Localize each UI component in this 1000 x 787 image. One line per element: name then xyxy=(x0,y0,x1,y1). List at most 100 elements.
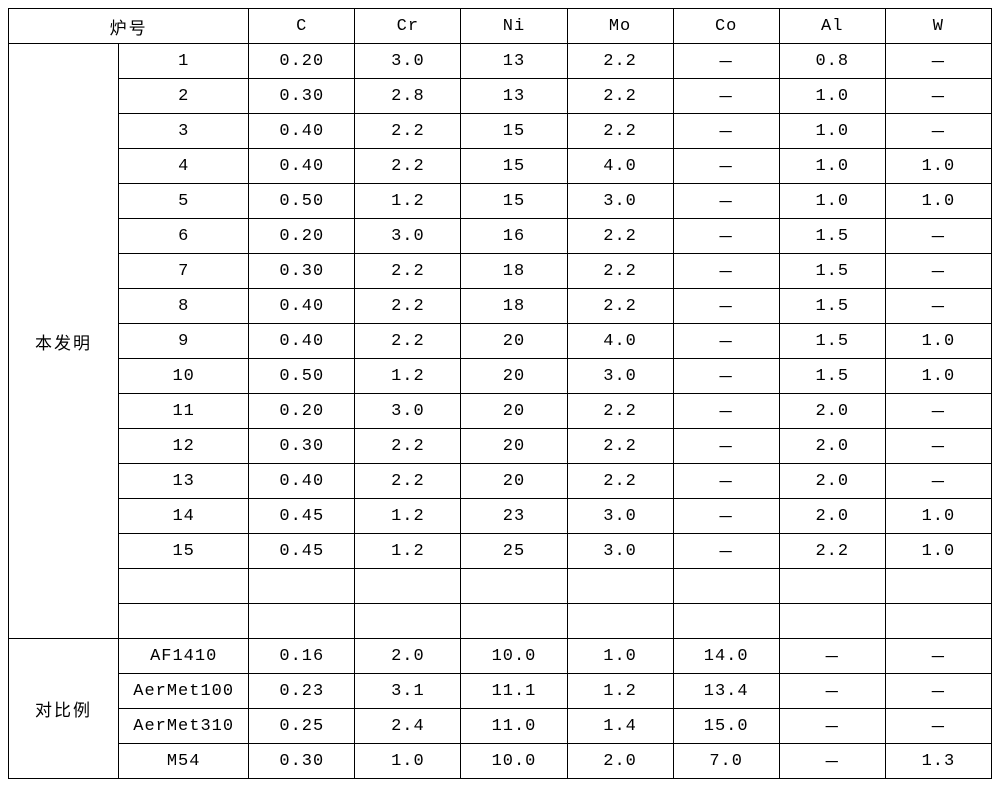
cell-Ni: 15 xyxy=(461,184,567,219)
cell-W: 1.0 xyxy=(885,499,991,534)
row-id xyxy=(119,569,249,604)
cell-Co xyxy=(673,604,779,639)
cell-Ni: 15 xyxy=(461,149,567,184)
cell-Co xyxy=(673,569,779,604)
row-id: 2 xyxy=(119,79,249,114)
cell-W: － xyxy=(885,44,991,79)
table-row: AerMet1000.233.111.11.213.4－－ xyxy=(9,674,992,709)
cell-Al: 1.5 xyxy=(779,324,885,359)
table-row: 40.402.2154.0－1.01.0 xyxy=(9,149,992,184)
cell-Co: 7.0 xyxy=(673,744,779,779)
cell-W: － xyxy=(885,254,991,289)
cell-C: 0.16 xyxy=(249,639,355,674)
row-id: 13 xyxy=(119,464,249,499)
cell-Co: － xyxy=(673,149,779,184)
cell-Al xyxy=(779,569,885,604)
cell-Mo: 2.2 xyxy=(567,114,673,149)
cell-Co: － xyxy=(673,79,779,114)
header-row: 炉号 C Cr Ni Mo Co Al W xyxy=(9,9,992,44)
table-row xyxy=(9,569,992,604)
row-id: 9 xyxy=(119,324,249,359)
cell-Al xyxy=(779,604,885,639)
cell-Al: 2.0 xyxy=(779,394,885,429)
cell-Co: － xyxy=(673,499,779,534)
cell-Cr: 2.2 xyxy=(355,289,461,324)
cell-Ni: 18 xyxy=(461,289,567,324)
cell-Cr: 3.0 xyxy=(355,44,461,79)
cell-W: － xyxy=(885,219,991,254)
cell-Mo: 4.0 xyxy=(567,324,673,359)
cell-Ni: 11.1 xyxy=(461,674,567,709)
table-row xyxy=(9,604,992,639)
table-row: 30.402.2152.2－1.0－ xyxy=(9,114,992,149)
cell-Mo: 2.2 xyxy=(567,254,673,289)
cell-C xyxy=(249,569,355,604)
cell-Al: 2.2 xyxy=(779,534,885,569)
table-row: 70.302.2182.2－1.5－ xyxy=(9,254,992,289)
header-W: W xyxy=(885,9,991,44)
cell-Al: 1.5 xyxy=(779,219,885,254)
cell-Mo xyxy=(567,604,673,639)
table-row: 110.203.0202.2－2.0－ xyxy=(9,394,992,429)
cell-Mo: 1.4 xyxy=(567,709,673,744)
cell-Al: 1.0 xyxy=(779,149,885,184)
cell-W: － xyxy=(885,639,991,674)
cell-Al: 1.0 xyxy=(779,79,885,114)
cell-C: 0.50 xyxy=(249,359,355,394)
cell-Mo: 3.0 xyxy=(567,534,673,569)
table-row: 对比例AF14100.162.010.01.014.0－－ xyxy=(9,639,992,674)
row-id: AF1410 xyxy=(119,639,249,674)
cell-Mo xyxy=(567,569,673,604)
cell-Al: － xyxy=(779,709,885,744)
cell-Al: 2.0 xyxy=(779,499,885,534)
table-row: AerMet3100.252.411.01.415.0－－ xyxy=(9,709,992,744)
cell-Co: － xyxy=(673,429,779,464)
cell-Al: 1.0 xyxy=(779,184,885,219)
cell-W: 1.3 xyxy=(885,744,991,779)
cell-Co: 13.4 xyxy=(673,674,779,709)
cell-Ni: 10.0 xyxy=(461,744,567,779)
cell-Cr: 2.2 xyxy=(355,254,461,289)
cell-Cr: 3.0 xyxy=(355,219,461,254)
header-C: C xyxy=(249,9,355,44)
cell-W: 1.0 xyxy=(885,324,991,359)
row-id: 6 xyxy=(119,219,249,254)
cell-Co: － xyxy=(673,254,779,289)
header-furnace-no: 炉号 xyxy=(9,9,249,44)
cell-Co: － xyxy=(673,44,779,79)
cell-Mo: 2.2 xyxy=(567,44,673,79)
table-row: 140.451.2233.0－2.01.0 xyxy=(9,499,992,534)
cell-Mo: 4.0 xyxy=(567,149,673,184)
cell-Cr: 1.2 xyxy=(355,534,461,569)
cell-Cr: 2.2 xyxy=(355,464,461,499)
cell-W: － xyxy=(885,289,991,324)
cell-Ni: 13 xyxy=(461,79,567,114)
group-label: 对比例 xyxy=(9,639,119,779)
cell-Cr xyxy=(355,569,461,604)
cell-Ni: 20 xyxy=(461,429,567,464)
cell-C: 0.40 xyxy=(249,114,355,149)
row-id: 15 xyxy=(119,534,249,569)
cell-Mo: 1.2 xyxy=(567,674,673,709)
cell-Ni xyxy=(461,569,567,604)
cell-Ni: 20 xyxy=(461,324,567,359)
cell-Cr: 2.2 xyxy=(355,429,461,464)
cell-C xyxy=(249,604,355,639)
cell-W: － xyxy=(885,79,991,114)
cell-C: 0.20 xyxy=(249,44,355,79)
row-id: M54 xyxy=(119,744,249,779)
table-row: 60.203.0162.2－1.5－ xyxy=(9,219,992,254)
header-Cr: Cr xyxy=(355,9,461,44)
cell-Al: 1.5 xyxy=(779,359,885,394)
cell-C: 0.30 xyxy=(249,79,355,114)
cell-Cr: 2.0 xyxy=(355,639,461,674)
cell-Co: － xyxy=(673,184,779,219)
group-label: 本发明 xyxy=(9,44,119,639)
cell-Ni: 20 xyxy=(461,359,567,394)
header-Ni: Ni xyxy=(461,9,567,44)
cell-C: 0.20 xyxy=(249,219,355,254)
cell-Cr: 2.2 xyxy=(355,114,461,149)
cell-Cr xyxy=(355,604,461,639)
cell-Cr: 1.2 xyxy=(355,359,461,394)
cell-Ni: 16 xyxy=(461,219,567,254)
